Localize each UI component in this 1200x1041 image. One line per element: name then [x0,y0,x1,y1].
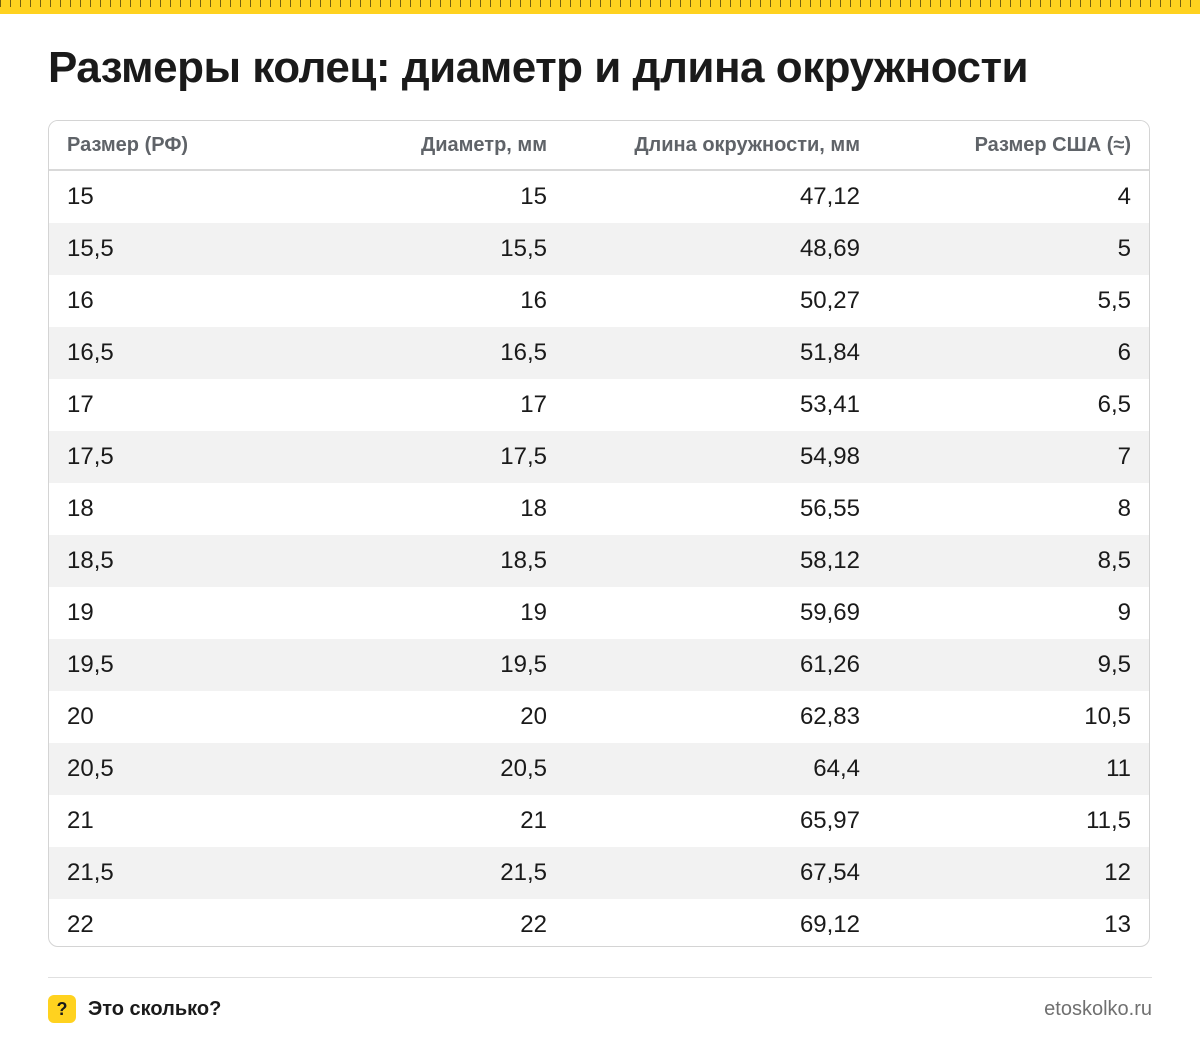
cell-size-ru: 15 [67,183,94,210]
cell-size-ru: 21 [67,807,94,834]
table-row: 16,5 16,5 51,84 6 [49,327,1149,379]
cell-diameter: 22 [520,911,547,938]
column-header-circumference: Длина окружности, мм [565,121,878,171]
column-header-size-ru: Размер (РФ) [49,121,355,171]
table-row: 21 21 65,97 11,5 [49,795,1149,847]
cell-size-ru: 18 [67,495,94,522]
cell-size-ru: 17 [67,391,94,418]
table-row: 15 15 47,12 4 [49,170,1149,223]
cell-diameter: 20 [520,703,547,730]
cell-size-ru: 21,5 [49,847,355,899]
cell-size-us: 8,5 [878,535,1149,587]
cell-circumference: 54,98 [565,431,878,483]
table-row: 19 19 59,69 9 [49,587,1149,639]
cell-diameter: 18 [520,495,547,522]
cell-size-ru: 20,5 [49,743,355,795]
cell-size-ru: 19,5 [49,639,355,691]
cell-size-us: 10,5 [1084,703,1131,730]
cell-circumference: 53,41 [799,391,860,418]
cell-size-us: 9 [1117,599,1131,626]
cell-diameter: 20,5 [355,743,565,795]
footer: ? Это сколько? etoskolko.ru [48,994,1152,1024]
table-body: 15 15 47,12 4 15,5 15,5 48,69 5 16 16 50,27 5,5 16,5… [49,170,1149,946]
table-row: 18 18 56,55 8 [49,483,1149,535]
cell-size-ru: 19 [67,599,94,626]
table-header-row: Размер (РФ) Диаметр, мм Длина окружности… [49,121,1149,171]
cell-circumference: 56,55 [799,495,860,522]
brand-name: Это сколько? [88,997,222,1020]
cell-size-us: 6 [878,327,1149,379]
cell-size-us: 9,5 [878,639,1149,691]
cell-size-us: 5 [878,223,1149,275]
cell-diameter: 19,5 [355,639,565,691]
cell-circumference: 65,97 [799,807,860,834]
cell-size-us: 4 [1117,183,1131,210]
cell-circumference: 59,69 [799,599,860,626]
cell-circumference: 67,54 [565,847,878,899]
site-url: etoskolko.ru [1044,997,1152,1020]
table-row: 17 17 53,41 6,5 [49,379,1149,431]
cell-circumference: 50,27 [799,287,860,314]
table-row: 19,5 19,5 61,26 9,5 [49,639,1149,691]
cell-diameter: 21,5 [355,847,565,899]
cell-size-ru: 16 [67,287,94,314]
cell-size-us: 13 [1104,911,1131,938]
cell-size-ru: 17,5 [49,431,355,483]
cell-size-ru: 20 [67,703,94,730]
table-row: 20 20 62,83 10,5 [49,691,1149,743]
cell-size-us: 11 [878,743,1149,795]
cell-circumference: 48,69 [565,223,878,275]
cell-size-us: 7 [878,431,1149,483]
cell-diameter: 18,5 [355,535,565,587]
table-row: 16 16 50,27 5,5 [49,275,1149,327]
column-header-size-us: Размер США (≈) [878,121,1149,171]
table-row: 20,5 20,5 64,4 11 [49,743,1149,795]
column-header-diameter: Диаметр, мм [355,121,565,171]
cell-circumference: 51,84 [565,327,878,379]
cell-diameter: 16 [520,287,547,314]
ring-size-table-card: Размер (РФ) Диаметр, мм Длина окружности… [48,120,1150,947]
question-icon: ? [48,995,76,1023]
cell-size-us: 5,5 [1097,287,1131,314]
cell-diameter: 17 [520,391,547,418]
cell-size-us: 12 [878,847,1149,899]
cell-size-ru: 22 [67,911,94,938]
table-row: 21,5 21,5 67,54 12 [49,847,1149,899]
table-row: 15,5 15,5 48,69 5 [49,223,1149,275]
cell-circumference: 61,26 [565,639,878,691]
table-row: 22 22 69,12 13 [49,899,1149,946]
cell-size-ru: 15,5 [49,223,355,275]
cell-size-us: 8 [1117,495,1131,522]
cell-circumference: 69,12 [799,911,860,938]
cell-diameter: 19 [520,599,547,626]
footer-divider [48,977,1152,978]
ruler-strip [0,0,1200,14]
cell-circumference: 58,12 [565,535,878,587]
ring-size-table: Размер (РФ) Диаметр, мм Длина окружности… [49,121,1149,946]
cell-circumference: 64,4 [565,743,878,795]
cell-size-us: 11,5 [1086,807,1131,834]
cell-diameter: 16,5 [355,327,565,379]
table-row: 18,5 18,5 58,12 8,5 [49,535,1149,587]
brand: ? Это сколько? [48,995,221,1023]
cell-circumference: 62,83 [799,703,860,730]
cell-diameter: 15 [520,183,547,210]
page-title: Размеры колец: диаметр и длина окружност… [48,43,1029,92]
cell-size-ru: 16,5 [49,327,355,379]
cell-size-us: 6,5 [1097,391,1131,418]
cell-size-ru: 18,5 [49,535,355,587]
cell-diameter: 21 [520,807,547,834]
table-row: 17,5 17,5 54,98 7 [49,431,1149,483]
cell-diameter: 15,5 [355,223,565,275]
cell-diameter: 17,5 [355,431,565,483]
cell-circumference: 47,12 [799,183,860,210]
